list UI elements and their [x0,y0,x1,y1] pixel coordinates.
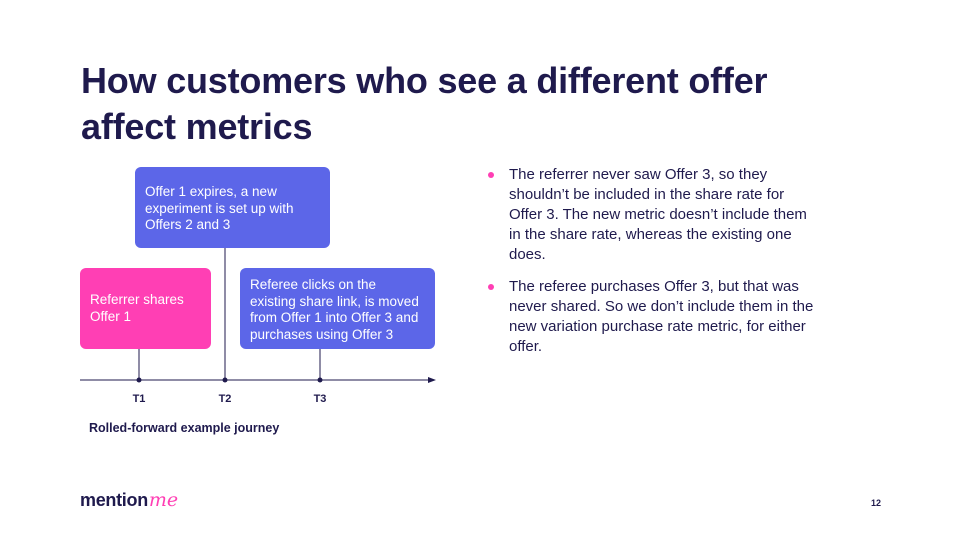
bullet-dot-icon [488,172,494,178]
bullet-text: The referee purchases Offer 3, but that … [509,278,814,355]
timeline-arrowhead [428,377,436,383]
tick-label-t2: T2 [218,393,232,405]
bullet-item: The referee purchases Offer 3, but that … [487,277,817,357]
tick-label-t3: T3 [313,393,327,405]
page-number: 12 [871,498,882,508]
offer-expires-box: Offer 1 expires, a new experiment is set… [135,167,330,248]
slide-title: How customers who see a different offer … [81,58,841,150]
journey-caption: Rolled-forward example journey [89,421,280,435]
tick-label-t1: T1 [132,393,146,405]
logo-accent: me [148,489,179,511]
logo-wordmark: mention [80,490,148,510]
tick-dot-t2 [222,377,228,383]
slide-title-line-1: How customers who see a different offer [81,60,768,101]
bullet-dot-icon [488,284,494,290]
bullet-list: The referrer never saw Offer 3, so they … [487,165,817,369]
mention-me-logo: mention me [80,489,178,515]
slide-title-line-2: affect metrics [81,106,313,147]
bullet-item: The referrer never saw Offer 3, so they … [487,165,817,265]
bullet-text: The referrer never saw Offer 3, so they … [509,166,807,263]
referrer-shares-box: Referrer shares Offer 1 [80,268,211,349]
tick-dot-t3 [317,377,323,383]
tick-dot-t1 [136,377,142,383]
referee-clicks-box: Referee clicks on the existing share lin… [240,268,435,349]
